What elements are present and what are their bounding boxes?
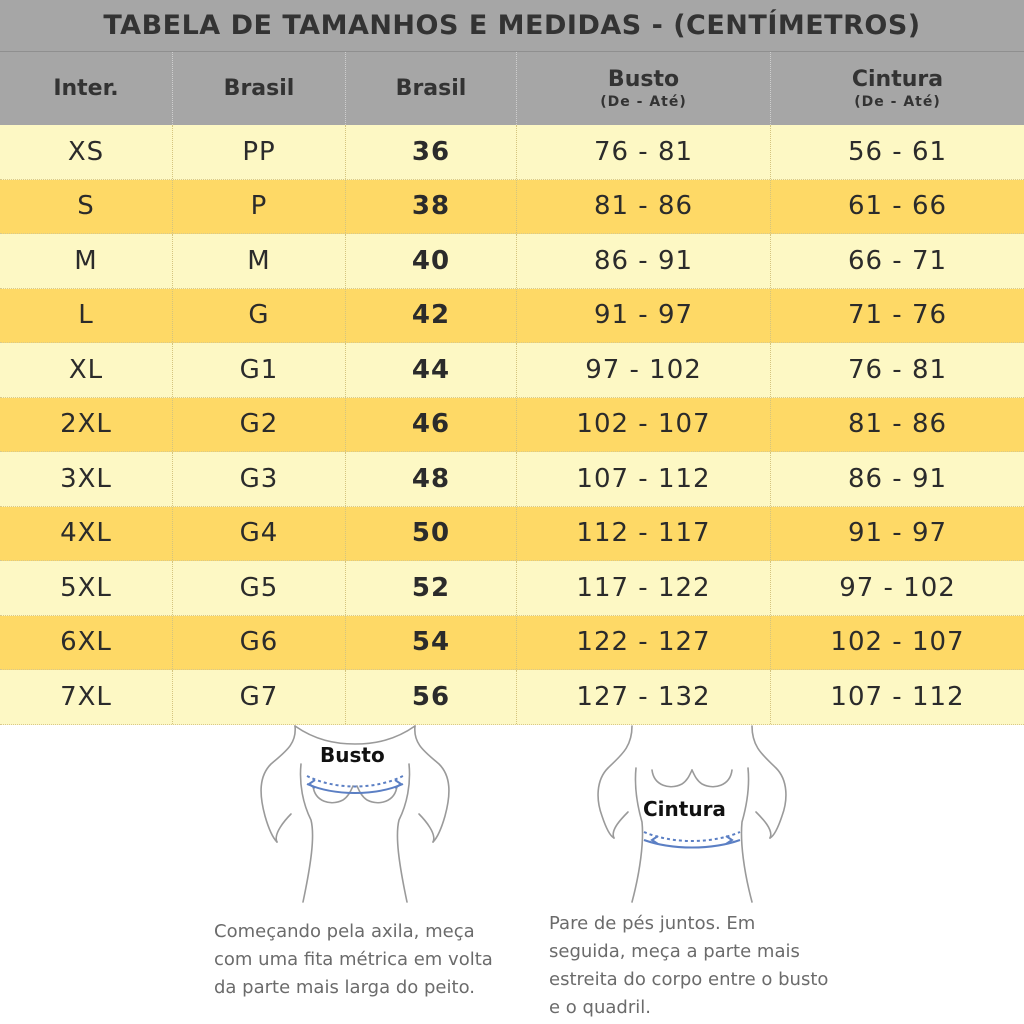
cell-brasil-number: 44 (346, 343, 517, 397)
cell-brasil-letter: G5 (173, 561, 346, 615)
header-inter: Inter. (0, 52, 173, 125)
header-busto: Busto (De - Até) (517, 52, 771, 125)
cell-brasil-number: 42 (346, 288, 517, 342)
table-row: XS PP 36 76 - 81 56 - 61 (0, 125, 1024, 180)
cell-brasil-number: 52 (346, 561, 517, 615)
cell-busto: 107 - 112 (517, 452, 771, 506)
cell-busto: 91 - 97 (517, 288, 771, 342)
cell-inter: XL (0, 343, 173, 397)
cell-cintura: 56 - 61 (847, 136, 948, 167)
cell-inter: 5XL (0, 561, 173, 615)
header-brasil-number: Brasil (346, 52, 517, 125)
cell-cintura: 86 - 91 (847, 463, 948, 494)
header-label: Brasil (395, 75, 467, 101)
note-line: Começando pela axila, meça (214, 921, 475, 942)
table-title: TABELA DE TAMANHOS E MEDIDAS - (CENTÍMET… (103, 10, 921, 41)
bust-instructions: Começando pela axila, meça com uma fita … (214, 918, 493, 1002)
cell-brasil-number: 54 (346, 615, 517, 669)
table-row: 2XL G2 46 102 - 107 81 - 86 (0, 397, 1024, 452)
note-line: estreita do corpo entre o busto (549, 969, 829, 990)
cell-brasil-number: 50 (346, 506, 517, 560)
bust-figure-icon (260, 725, 450, 903)
header-label: Brasil (223, 75, 295, 101)
table-body: XS PP 36 76 - 81 56 - 61 S P 38 81 - 86 … (0, 125, 1024, 725)
cell-brasil-number: 56 (346, 670, 517, 724)
cell-inter: XS (0, 125, 173, 179)
cell-busto: 117 - 122 (517, 561, 771, 615)
table-row: 6XL G6 54 122 - 127 102 - 107 (0, 615, 1024, 670)
note-line: seguida, meça a parte mais (549, 941, 800, 962)
header-sublabel: (De - Até) (854, 93, 941, 110)
header-brasil-letter: Brasil (173, 52, 346, 125)
bust-figure-label: Busto (320, 743, 385, 767)
table-title-bar: TABELA DE TAMANHOS E MEDIDAS - (CENTÍMET… (0, 0, 1024, 52)
cell-cintura: 61 - 66 (847, 191, 948, 222)
cell-busto: 76 - 81 (517, 125, 771, 179)
cell-brasil-letter: P (173, 179, 346, 233)
cell-busto: 102 - 107 (517, 397, 771, 451)
cell-cintura: 91 - 97 (847, 518, 948, 549)
cell-busto: 97 - 102 (517, 343, 771, 397)
header-sublabel: (De - Até) (600, 93, 687, 110)
cell-cintura: 102 - 107 (830, 627, 965, 658)
cell-brasil-number: 36 (346, 125, 517, 179)
table-header-row: Inter. Brasil Brasil Busto (De - Até) Ci… (0, 52, 1024, 126)
table-row: 4XL G4 50 112 - 117 91 - 97 (0, 506, 1024, 561)
cell-busto: 81 - 86 (517, 179, 771, 233)
cell-inter: S (0, 179, 173, 233)
cell-inter: 6XL (0, 615, 173, 669)
waist-figure-label: Cintura (643, 797, 726, 821)
cell-cintura: 107 - 112 (830, 681, 965, 712)
cell-cintura: 97 - 102 (839, 572, 956, 603)
table-row: L G 42 91 - 97 71 - 76 (0, 288, 1024, 343)
cell-brasil-letter: G6 (173, 615, 346, 669)
header-cintura: Cintura (De - Até) (771, 52, 1024, 125)
note-line: e o quadril. (549, 997, 651, 1018)
header-label: Cintura (851, 66, 944, 92)
cell-brasil-number: 40 (346, 234, 517, 288)
header-label: Busto (607, 66, 680, 92)
cell-brasil-letter: PP (173, 125, 346, 179)
cell-cintura: 66 - 71 (847, 245, 948, 276)
cell-brasil-number: 38 (346, 179, 517, 233)
cell-inter: 4XL (0, 506, 173, 560)
waist-instructions: Pare de pés juntos. Em seguida, meça a p… (549, 910, 828, 1022)
cell-brasil-letter: G4 (173, 506, 346, 560)
cell-cintura: 81 - 86 (847, 409, 948, 440)
note-line: com uma fita métrica em volta (214, 949, 493, 970)
table-row: 5XL G5 52 117 - 122 97 - 102 (0, 561, 1024, 616)
cell-busto: 112 - 117 (517, 506, 771, 560)
cell-inter: 7XL (0, 670, 173, 724)
table-row: S P 38 81 - 86 61 - 66 (0, 179, 1024, 234)
note-line: da parte mais larga do peito. (214, 977, 475, 998)
cell-busto: 86 - 91 (517, 234, 771, 288)
cell-inter: L (0, 288, 173, 342)
cell-brasil-letter: G7 (173, 670, 346, 724)
cell-inter: 2XL (0, 397, 173, 451)
table-row: XL G1 44 97 - 102 76 - 81 (0, 343, 1024, 398)
waist-figure-icon (597, 725, 787, 903)
cell-busto: 127 - 132 (517, 670, 771, 724)
cell-brasil-letter: G3 (173, 452, 346, 506)
note-line: Pare de pés juntos. Em (549, 913, 756, 934)
cell-cintura: 71 - 76 (847, 300, 948, 331)
table-row: M M 40 86 - 91 66 - 71 (0, 234, 1024, 289)
cell-brasil-letter: G2 (173, 397, 346, 451)
cell-busto: 122 - 127 (517, 615, 771, 669)
cell-brasil-letter: M (173, 234, 346, 288)
cell-inter: M (0, 234, 173, 288)
header-label: Inter. (53, 75, 119, 101)
cell-cintura: 76 - 81 (847, 354, 948, 385)
cell-inter: 3XL (0, 452, 173, 506)
table-row: 7XL G7 56 127 - 132 107 - 112 (0, 670, 1024, 725)
cell-brasil-number: 48 (346, 452, 517, 506)
cell-brasil-letter: G (173, 288, 346, 342)
table-row: 3XL G3 48 107 - 112 86 - 91 (0, 452, 1024, 507)
cell-brasil-letter: G1 (173, 343, 346, 397)
cell-brasil-number: 46 (346, 397, 517, 451)
